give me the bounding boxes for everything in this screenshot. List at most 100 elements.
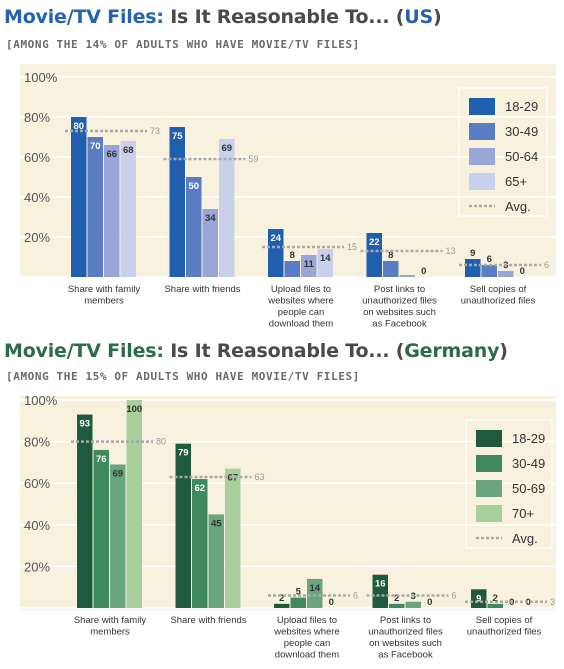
category-label: Post links to: [374, 284, 425, 295]
bar: [110, 464, 126, 608]
bar-value-label: 80: [73, 121, 84, 132]
bar: [290, 597, 306, 608]
bar: [399, 275, 415, 277]
legend-swatch: [469, 148, 495, 165]
bar: [307, 578, 323, 608]
legend-swatch: [476, 455, 502, 472]
us-chart-title: Movie/TV Files: Is It Reasonable To... (…: [4, 6, 442, 28]
avg-value-label: 73: [150, 126, 160, 136]
bar: [87, 137, 103, 277]
legend-label: 70+: [512, 506, 534, 521]
bar-value-label: 67: [227, 473, 238, 484]
category-label: Share with family: [74, 615, 147, 626]
avg-value-label: 59: [249, 154, 259, 164]
category-label: on websites such: [363, 307, 436, 318]
category-label: unauthorized files: [461, 296, 536, 307]
de-chart-subtitle: [AMONG THE 15% OF ADULTS WHO HAVE MOVIE/…: [6, 370, 360, 383]
y-tick-label: 20%: [24, 230, 50, 245]
bar-value-label: 62: [194, 483, 205, 494]
bar-value-label: 2: [394, 593, 399, 604]
bar-value-label: 79: [178, 448, 189, 459]
category-label: unauthorized files: [368, 627, 443, 638]
bar: [383, 261, 399, 277]
de-title-country: Germany: [404, 340, 500, 362]
category-label: websites where: [273, 627, 339, 638]
de-chart-title: Movie/TV Files: Is It Reasonable To... (…: [4, 340, 508, 362]
bar: [317, 249, 333, 277]
bar-value-label: 9: [476, 593, 481, 604]
legend-label: 50-69: [512, 481, 545, 496]
bar-value-label: 0: [329, 597, 334, 608]
de-title-main: Is It Reasonable To... (: [170, 340, 405, 362]
category-label: Post links to: [380, 615, 431, 626]
bar: [120, 141, 136, 277]
avg-value-label: 6: [353, 591, 358, 601]
category-label: members: [84, 296, 124, 307]
category-label: download them: [269, 319, 334, 330]
avg-value-label: 13: [446, 246, 456, 256]
bar: [175, 443, 191, 608]
avg-value-label: 6: [452, 591, 457, 601]
category-label: as Facebook: [372, 319, 427, 330]
legend-swatch: [469, 173, 495, 190]
us-title-main: Is It Reasonable To... (: [170, 6, 405, 28]
bar: [274, 603, 290, 608]
bar: [208, 514, 224, 608]
bar: [268, 229, 284, 277]
avg-value-label: 3: [550, 597, 555, 607]
avg-value-label: 63: [255, 472, 265, 482]
bar-value-label: 70: [90, 141, 101, 152]
bar-value-label: 0: [526, 597, 531, 608]
bar: [372, 574, 388, 608]
category-label: download them: [275, 650, 340, 661]
category-label: unauthorized files: [362, 296, 437, 307]
bar: [77, 414, 93, 608]
bar: [71, 117, 87, 277]
legend-swatch: [469, 98, 495, 115]
bar-value-label: 69: [221, 143, 232, 154]
bar-value-label: 2: [493, 593, 498, 604]
category-label: Share with friends: [170, 615, 246, 626]
bar-value-label: 5: [296, 587, 302, 598]
legend-swatch: [469, 123, 495, 140]
bar: [186, 177, 202, 277]
bar: [498, 271, 514, 277]
avg-value-label: 15: [347, 242, 357, 252]
bar: [366, 233, 382, 277]
y-tick-label: 40%: [24, 190, 50, 205]
category-label: as Facebook: [378, 650, 433, 661]
category-label: Upload files to: [271, 284, 331, 295]
category-label: Share with friends: [164, 284, 240, 295]
bar-value-label: 76: [96, 454, 107, 465]
bar-value-label: 45: [211, 518, 222, 529]
bar-value-label: 11: [304, 259, 315, 270]
legend-label: 18-29: [505, 99, 538, 114]
category-label: Upload files to: [277, 615, 337, 626]
legend-label: 50-64: [505, 149, 538, 164]
y-tick-label: 20%: [24, 559, 50, 574]
avg-value-label: 80: [156, 437, 166, 447]
bar-value-label: 8: [388, 250, 393, 261]
category-label: people can: [278, 307, 324, 318]
bar-value-label: 14: [320, 253, 331, 264]
bar-value-label: 100: [126, 404, 142, 415]
bar-value-label: 0: [520, 266, 525, 277]
legend-label: 18-29: [512, 431, 545, 446]
bar-value-label: 8: [290, 250, 295, 261]
bar-value-label: 9: [470, 248, 475, 259]
category-label: Share with family: [68, 284, 141, 295]
bar: [104, 145, 120, 277]
bar: [192, 479, 208, 608]
bar: [225, 468, 241, 608]
us-chart-subtitle: [AMONG THE 14% OF ADULTS WHO HAVE MOVIE/…: [6, 38, 360, 51]
bar-value-label: 6: [487, 254, 492, 265]
avg-value-label: 6: [544, 260, 549, 270]
bar: [169, 127, 185, 277]
bar-value-label: 14: [309, 583, 320, 594]
bar-value-label: 68: [123, 145, 134, 156]
category-label: websites where: [267, 296, 333, 307]
bar-value-label: 16: [375, 579, 386, 590]
bar-value-label: 0: [427, 597, 432, 608]
